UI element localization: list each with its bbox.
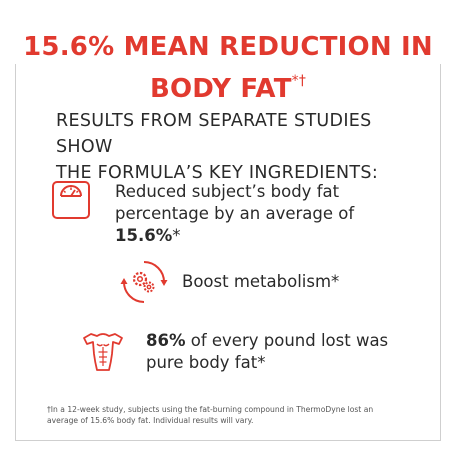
subheading-line-1: RESULTS FROM SEPARATE STUDIES SHOW: [56, 111, 372, 157]
headline-line-1: 15.6% MEAN REDUCTION IN: [15, 30, 441, 64]
headline-footnote-mark: *†: [291, 73, 307, 89]
benefit-pure-fat-line-1: 86% of every pound lost was: [146, 330, 416, 352]
scale-icon: [47, 176, 95, 224]
headline: 15.6% MEAN REDUCTION IN BODY FAT*†: [0, 30, 456, 106]
headline-body-fat: BODY FAT: [149, 74, 292, 104]
footnote-line-2: average of 15.6% body fat. Individual re…: [47, 416, 254, 425]
benefit-pure-fat-percent: 86%: [146, 331, 186, 350]
torso-icon: [79, 326, 127, 374]
benefit-metabolism-text: Boost metabolism*: [182, 272, 340, 291]
benefit-body-fat-asterisk: *: [172, 226, 181, 245]
benefit-body-fat-percent: 15.6%: [115, 226, 173, 245]
subheading-line-2: THE FORMULA’S KEY INGREDIENTS:: [56, 163, 379, 183]
benefit-pure-fat-text: 86% of every pound lost was pure body fa…: [146, 330, 416, 374]
metabolism-gears-icon: [120, 258, 168, 306]
benefit-pure-fat-line-2: pure body fat*: [146, 353, 266, 372]
subheading: RESULTS FROM SEPARATE STUDIES SHOW THE F…: [56, 108, 416, 186]
benefit-pure-fat-line-1-text: of every pound lost was: [185, 331, 389, 350]
benefit-body-fat-line-2-text: percentage by an average of: [115, 204, 355, 223]
footnote-line-1: †In a 12-week study, subjects using the …: [47, 405, 374, 414]
benefit-body-fat-text: Reduced subject’s body fat percentage by…: [115, 181, 415, 247]
benefit-body-fat-line-2: percentage by an average of 15.6%*: [115, 203, 415, 247]
benefit-body-fat-line-1: Reduced subject’s body fat: [115, 182, 340, 201]
headline-line-2: BODY FAT*†: [141, 64, 315, 106]
footnote: †In a 12-week study, subjects using the …: [47, 404, 417, 426]
